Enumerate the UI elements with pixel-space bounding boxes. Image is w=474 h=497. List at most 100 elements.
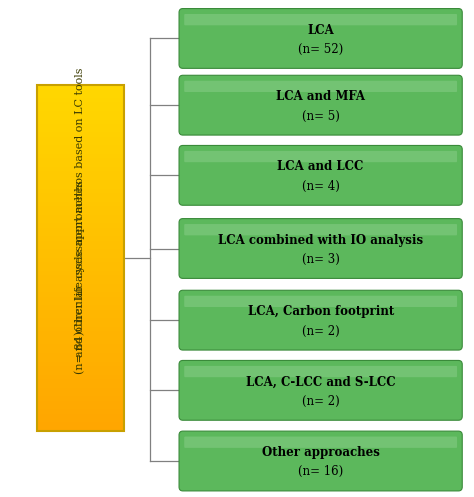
Bar — [36, 206, 124, 211]
FancyBboxPatch shape — [184, 14, 457, 25]
Bar — [36, 184, 124, 189]
Bar — [36, 85, 124, 90]
FancyBboxPatch shape — [179, 8, 462, 69]
Text: (n= 5): (n= 5) — [302, 109, 339, 123]
Bar — [36, 344, 124, 349]
Bar — [36, 146, 124, 150]
Text: (n= 4): (n= 4) — [302, 180, 339, 193]
Bar — [36, 379, 124, 384]
Bar — [36, 349, 124, 353]
Bar — [36, 115, 124, 120]
Bar — [36, 119, 124, 124]
Bar — [36, 202, 124, 206]
Bar — [36, 106, 124, 111]
Bar — [36, 133, 124, 137]
Bar — [36, 310, 124, 315]
Bar — [36, 102, 124, 107]
FancyBboxPatch shape — [179, 146, 462, 205]
Bar — [36, 319, 124, 323]
Text: LCA, Carbon footprint: LCA, Carbon footprint — [247, 305, 394, 318]
Bar — [36, 271, 124, 276]
Bar — [36, 89, 124, 94]
Text: (n= 52): (n= 52) — [298, 43, 343, 56]
Bar — [36, 249, 124, 254]
Text: LCA and MFA: LCA and MFA — [276, 90, 365, 103]
Bar — [36, 159, 124, 163]
Bar — [36, 362, 124, 366]
Bar — [36, 405, 124, 410]
Text: (n= 2): (n= 2) — [302, 395, 339, 408]
Bar — [36, 137, 124, 142]
FancyBboxPatch shape — [184, 224, 457, 236]
Bar — [36, 215, 124, 220]
Bar — [36, 279, 124, 284]
Text: (n= 16): (n= 16) — [298, 465, 343, 479]
Bar — [36, 245, 124, 249]
Text: Circular assessment methos based on LC tools: Circular assessment methos based on LC t… — [75, 67, 85, 331]
FancyBboxPatch shape — [179, 431, 462, 491]
Bar — [36, 293, 124, 297]
Text: LCA, C-LCC and S-LCC: LCA, C-LCC and S-LCC — [246, 375, 395, 389]
Bar — [36, 284, 124, 289]
Bar — [36, 193, 124, 198]
Bar — [36, 163, 124, 167]
Bar — [36, 167, 124, 172]
Bar — [36, 171, 124, 176]
Bar — [36, 236, 124, 241]
FancyBboxPatch shape — [184, 81, 457, 92]
FancyBboxPatch shape — [184, 436, 457, 448]
Bar — [36, 401, 124, 406]
Text: LCA combined with IO analysis: LCA combined with IO analysis — [218, 234, 423, 247]
Bar — [36, 357, 124, 362]
Bar — [36, 223, 124, 228]
Bar — [36, 98, 124, 103]
Bar — [36, 331, 124, 336]
Bar — [36, 314, 124, 319]
Bar — [36, 383, 124, 388]
Bar — [36, 124, 124, 129]
Bar — [36, 426, 124, 431]
Bar — [36, 141, 124, 146]
Bar — [36, 150, 124, 155]
Bar — [36, 219, 124, 224]
Bar — [36, 414, 124, 418]
FancyBboxPatch shape — [179, 219, 462, 278]
Bar — [36, 210, 124, 215]
Bar — [36, 353, 124, 358]
FancyBboxPatch shape — [179, 290, 462, 350]
Text: (n= 84): (n= 84) — [75, 331, 85, 374]
FancyBboxPatch shape — [179, 75, 462, 135]
FancyBboxPatch shape — [184, 366, 457, 377]
Bar — [36, 258, 124, 263]
Bar — [36, 93, 124, 98]
Bar — [36, 180, 124, 185]
Bar — [36, 366, 124, 371]
FancyBboxPatch shape — [184, 151, 457, 162]
Bar — [36, 228, 124, 233]
Bar — [36, 418, 124, 423]
Bar — [36, 388, 124, 393]
Bar — [36, 392, 124, 397]
Bar — [36, 409, 124, 414]
Bar — [36, 197, 124, 202]
Bar — [36, 340, 124, 345]
Bar — [36, 266, 124, 271]
Bar — [36, 154, 124, 159]
Bar — [36, 262, 124, 267]
Text: and other life cycle approaches: and other life cycle approaches — [75, 180, 85, 357]
Text: (n= 2): (n= 2) — [302, 325, 339, 337]
Bar — [36, 128, 124, 133]
Bar — [36, 336, 124, 340]
Text: LCA: LCA — [307, 23, 334, 37]
Bar — [36, 301, 124, 306]
Bar — [36, 232, 124, 237]
Text: (n= 3): (n= 3) — [302, 253, 339, 266]
Bar — [36, 323, 124, 328]
Text: Other approaches: Other approaches — [262, 446, 380, 459]
FancyBboxPatch shape — [179, 360, 462, 420]
Bar — [36, 241, 124, 246]
Bar — [36, 253, 124, 258]
FancyBboxPatch shape — [184, 296, 457, 307]
Bar — [36, 176, 124, 180]
Bar — [36, 189, 124, 193]
